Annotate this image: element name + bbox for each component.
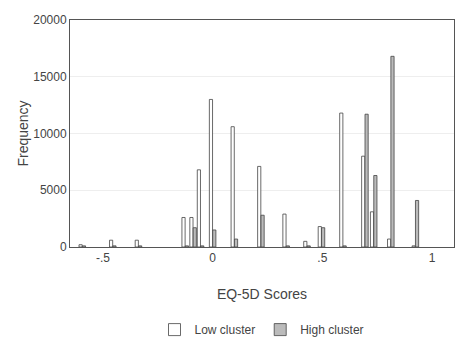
svg-text:0: 0	[60, 240, 67, 254]
svg-text:0: 0	[209, 251, 216, 265]
svg-text:Low cluster: Low cluster	[195, 323, 256, 337]
svg-text:High cluster: High cluster	[300, 323, 363, 337]
svg-text:1: 1	[429, 251, 436, 265]
svg-text:5000: 5000	[40, 183, 67, 197]
svg-text:-.5: -.5	[96, 251, 110, 265]
svg-text:15000: 15000	[33, 70, 67, 84]
svg-text:10000: 10000	[33, 127, 67, 141]
svg-text:.5: .5	[317, 251, 327, 265]
svg-text:20000: 20000	[33, 13, 67, 27]
svg-text:Frequency: Frequency	[15, 100, 31, 166]
svg-text:EQ-5D Scores: EQ-5D Scores	[217, 286, 307, 302]
